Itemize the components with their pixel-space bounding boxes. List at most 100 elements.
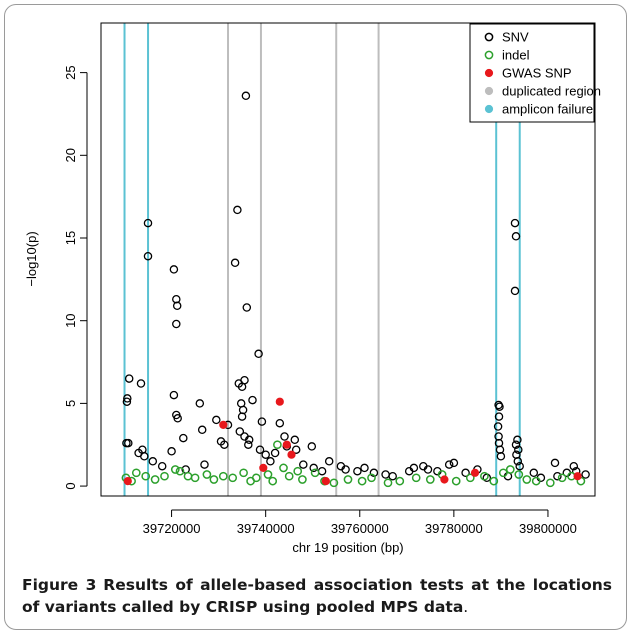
legend-label: GWAS SNP bbox=[502, 66, 572, 81]
snv-point bbox=[510, 286, 520, 296]
y-axis-label: −log10(p) bbox=[24, 231, 39, 286]
figure-label: Figure 3 bbox=[22, 576, 97, 594]
y-tick-label: 10 bbox=[63, 313, 78, 327]
gwas-snp-point bbox=[573, 472, 582, 481]
x-axis: 39720000 39740000 39760000 39780000 39800000 bbox=[143, 509, 577, 536]
y-axis: 0 5 10 15 20 25 bbox=[63, 65, 88, 490]
indel-point bbox=[228, 473, 238, 483]
snv-point bbox=[241, 91, 251, 101]
data-points bbox=[121, 91, 590, 488]
indel-point bbox=[239, 468, 248, 478]
snv-point bbox=[493, 422, 503, 431]
snv-point bbox=[270, 448, 280, 458]
region-lines bbox=[123, 23, 521, 496]
legend: SNV indel GWAS SNP duplicated region amplico… bbox=[469, 23, 601, 123]
gwas-snp-point bbox=[123, 477, 132, 486]
figure-caption: Figure 3 Results of allele-based associa… bbox=[22, 574, 612, 618]
indel-point bbox=[175, 466, 185, 476]
snv-point bbox=[341, 465, 350, 474]
snv-point bbox=[220, 440, 229, 449]
x-tick-label: 39720000 bbox=[143, 521, 201, 536]
snv-point bbox=[148, 457, 158, 466]
snv-point bbox=[242, 303, 252, 312]
snv-point bbox=[212, 415, 221, 425]
snv-point bbox=[248, 395, 257, 405]
snv-point bbox=[200, 460, 209, 469]
caption-text: Results of allele-based association test… bbox=[22, 576, 613, 616]
indel-point bbox=[183, 471, 193, 481]
plot-frame bbox=[100, 22, 596, 497]
legend-marker bbox=[484, 32, 494, 42]
indel-point bbox=[131, 468, 141, 478]
snv-point bbox=[581, 470, 590, 479]
snv-point bbox=[513, 435, 522, 445]
snv-point bbox=[237, 412, 247, 421]
snv-point bbox=[550, 458, 560, 468]
snv-point bbox=[290, 435, 300, 445]
legend-marker bbox=[484, 50, 494, 60]
snv-point bbox=[244, 440, 253, 449]
snv-point bbox=[173, 414, 182, 423]
gwas-snp-point bbox=[282, 440, 291, 449]
indel-point bbox=[150, 475, 160, 484]
snv-point bbox=[230, 258, 240, 268]
gwas-snp-point bbox=[470, 468, 480, 477]
snv-point bbox=[240, 375, 249, 385]
snv-point bbox=[167, 447, 176, 456]
caption-period: . bbox=[463, 598, 469, 616]
indel-point bbox=[465, 473, 475, 483]
snv-point bbox=[515, 461, 524, 471]
snv-point bbox=[157, 461, 167, 471]
indel-point bbox=[557, 473, 567, 483]
indel-point bbox=[263, 470, 273, 479]
snv-point bbox=[197, 425, 207, 435]
indel-point bbox=[268, 476, 278, 486]
y-tick-label: 25 bbox=[63, 65, 78, 79]
snv-point bbox=[136, 379, 146, 388]
legend-label: indel bbox=[502, 48, 530, 63]
gwas-snp-point bbox=[440, 475, 449, 484]
snv-point bbox=[124, 374, 134, 383]
indel-point bbox=[293, 466, 303, 476]
x-axis-label: chr 19 position (bp) bbox=[292, 540, 403, 555]
snv-point bbox=[179, 433, 188, 443]
indel-point bbox=[545, 478, 555, 488]
indel-point bbox=[357, 476, 367, 486]
snv-point bbox=[195, 399, 205, 408]
indel-point bbox=[411, 473, 421, 483]
snv-point bbox=[254, 349, 263, 359]
snv-point bbox=[299, 460, 308, 469]
gwas-snp-point bbox=[259, 463, 268, 472]
snv-point bbox=[140, 452, 149, 461]
snv-point bbox=[381, 470, 390, 479]
snv-point bbox=[409, 463, 419, 473]
indel-point bbox=[395, 476, 405, 486]
indel-point bbox=[489, 476, 499, 486]
scatter-plot: 39720000 39740000 39760000 39780000 39800000… bbox=[24, 22, 601, 555]
snv-point bbox=[122, 397, 132, 406]
gwas-snp-point bbox=[275, 397, 284, 406]
legend-label: amplicon failure bbox=[502, 102, 593, 117]
indel-point bbox=[531, 476, 541, 486]
indel-point bbox=[514, 470, 524, 479]
indel-point bbox=[383, 478, 393, 488]
snv-point bbox=[510, 218, 520, 228]
indel-point bbox=[480, 471, 489, 481]
legend-label: SNV bbox=[502, 30, 529, 45]
legend-marker bbox=[484, 68, 494, 78]
snv-point bbox=[291, 445, 301, 454]
indel-point bbox=[251, 473, 261, 483]
indel-point bbox=[498, 468, 508, 478]
indel-point bbox=[367, 473, 376, 483]
snv-point bbox=[461, 468, 470, 478]
indel-point bbox=[209, 475, 219, 484]
snv-point bbox=[143, 218, 153, 228]
indel-point bbox=[329, 478, 339, 488]
snv-point bbox=[444, 460, 454, 469]
snv-point bbox=[309, 463, 318, 473]
snv-point bbox=[143, 251, 153, 261]
x-tick-label: 39780000 bbox=[425, 521, 483, 536]
snv-point bbox=[514, 445, 523, 454]
snv-point bbox=[360, 463, 369, 473]
snv-point bbox=[511, 232, 521, 241]
